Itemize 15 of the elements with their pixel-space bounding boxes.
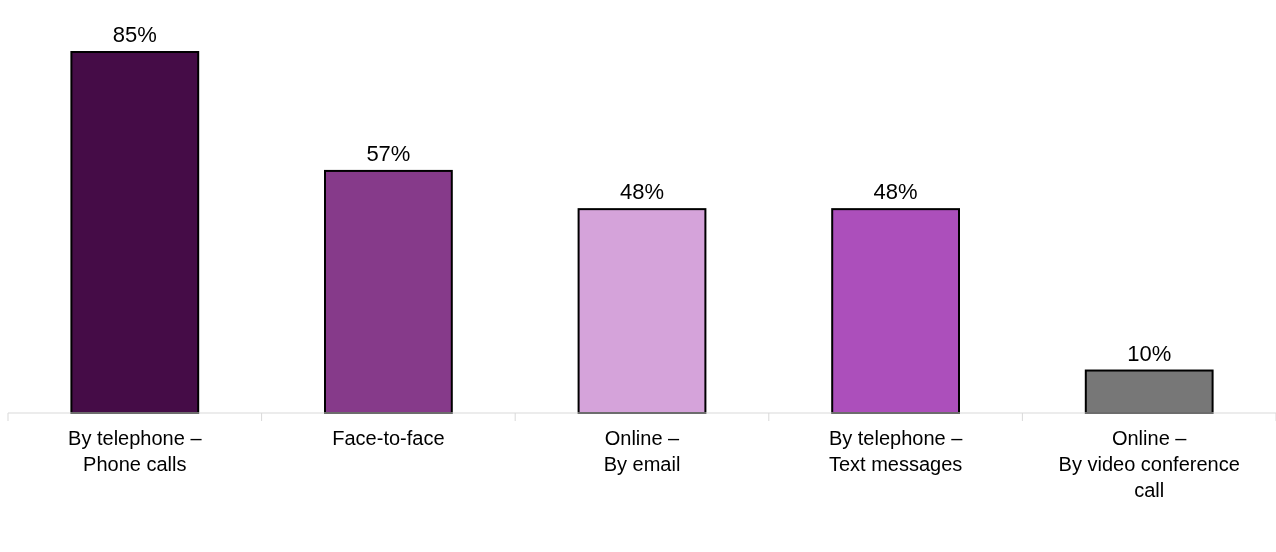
- bar: [70, 51, 200, 414]
- x-tick-label: Face-to-face: [332, 427, 445, 449]
- x-tick-label: Online – By video conference call: [1058, 427, 1240, 501]
- x-tick-label: By telephone – Text messages: [828, 427, 964, 475]
- data-label: 48%: [619, 179, 665, 205]
- data-label: 48%: [873, 179, 918, 205]
- x-tick-label: By telephone – Phone calls: [68, 427, 203, 475]
- data-label: 57%: [366, 140, 411, 166]
- bar: [831, 208, 960, 414]
- bar: [577, 208, 707, 414]
- x-tick-label: Online – By email: [603, 427, 681, 475]
- data-label: 10%: [1127, 340, 1172, 366]
- bar: [324, 169, 453, 414]
- data-label: 85%: [112, 22, 157, 47]
- bar: [1084, 369, 1214, 414]
